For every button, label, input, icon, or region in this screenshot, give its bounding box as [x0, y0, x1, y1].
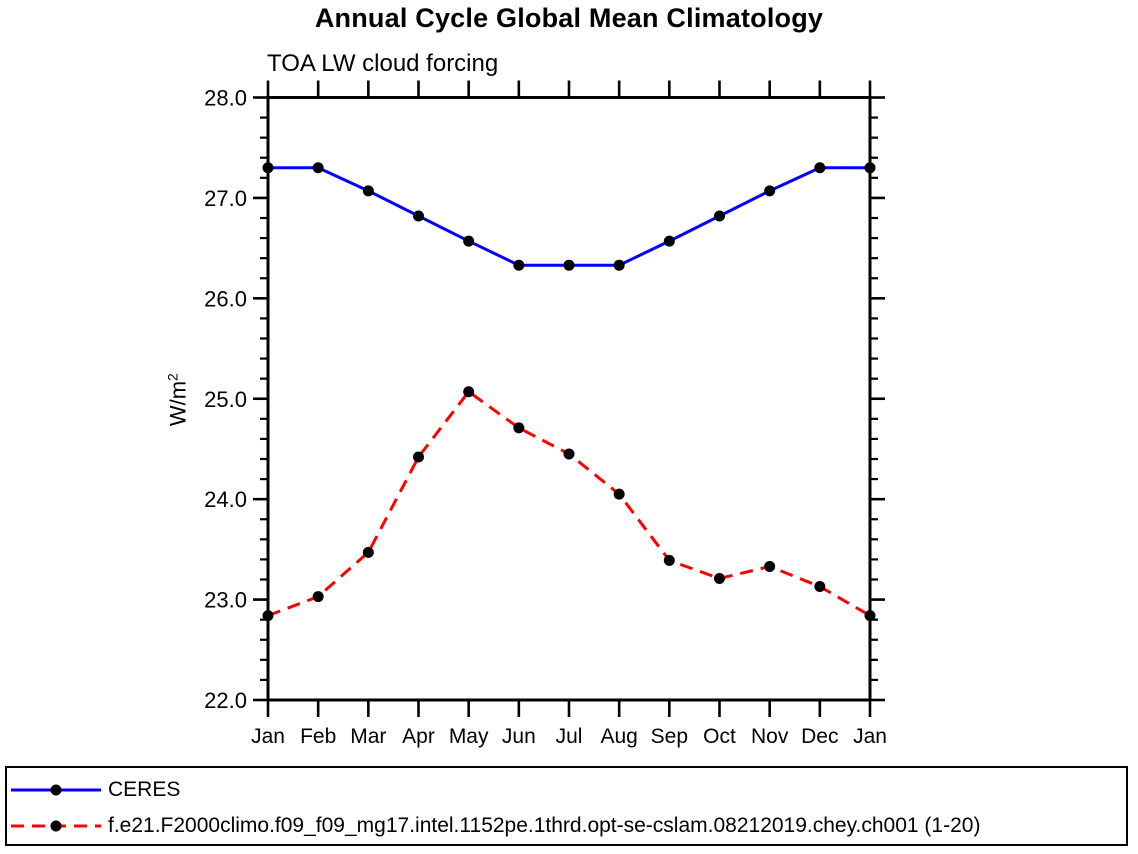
data-point-marker — [864, 162, 876, 174]
data-point-marker — [262, 162, 274, 174]
legend-item-ceres: CERES — [9, 772, 1126, 808]
legend-box: CERES f.e21.F2000climo.f09_f09_mg17.inte… — [5, 766, 1128, 846]
data-point-marker — [663, 554, 675, 566]
x-tick-label: Nov — [751, 725, 789, 748]
data-point-marker — [814, 581, 826, 593]
x-tick-label: Sep — [651, 725, 688, 748]
legend-label-model: f.e21.F2000climo.f09_f09_mg17.intel.1152… — [108, 814, 981, 837]
data-point-marker — [864, 610, 876, 622]
data-point-marker — [413, 210, 424, 222]
x-tick-label: Dec — [801, 725, 838, 748]
y-tick-label: 25.0 — [204, 387, 247, 412]
y-tick-label: 24.0 — [204, 487, 247, 512]
data-point-marker — [764, 185, 776, 197]
data-point-marker — [312, 591, 324, 603]
data-point-marker — [563, 448, 575, 460]
data-point-marker — [362, 185, 374, 197]
y-tick-label: 28.0 — [204, 86, 247, 111]
x-tick-label: Jan — [251, 725, 285, 748]
data-point-marker — [714, 572, 725, 584]
x-tick-label: Jan — [853, 725, 887, 748]
data-point-marker — [463, 386, 475, 398]
chart-subtitle: TOA LW cloud forcing — [267, 50, 499, 77]
x-tick-label: Mar — [350, 725, 386, 748]
x-tick-label: Aug — [600, 725, 637, 748]
x-tick-label: Oct — [703, 725, 736, 748]
data-point-marker — [312, 162, 324, 174]
ceres-line-swatch — [11, 784, 101, 796]
data-point-marker — [563, 259, 575, 271]
data-point-marker — [413, 451, 424, 463]
data-point-marker — [262, 610, 274, 622]
data-point-marker — [814, 162, 826, 174]
x-tick-label: Jul — [556, 725, 583, 748]
x-tick-label: Jun — [502, 725, 536, 748]
data-point-marker — [764, 560, 776, 572]
data-point-marker — [513, 422, 525, 434]
data-point-marker — [362, 546, 374, 558]
legend-swatch-marker — [50, 820, 62, 832]
data-point-marker — [663, 235, 675, 247]
x-tick-label: Feb — [300, 725, 336, 748]
y-tick-label: 23.0 — [204, 588, 247, 613]
model-line-swatch — [11, 820, 101, 832]
data-point-marker — [613, 259, 625, 271]
legend-label-ceres: CERES — [108, 778, 181, 801]
ceres-line — [268, 166, 870, 267]
data-point-marker — [613, 488, 625, 500]
data-point-marker — [714, 210, 725, 222]
x-tick-label: Apr — [402, 725, 435, 748]
x-tick-label: May — [449, 725, 489, 748]
y-tick-label: 26.0 — [204, 286, 247, 311]
model-line — [267, 389, 871, 618]
chart-title: Annual Cycle Global Mean Climatology — [314, 3, 824, 33]
plot-area: 22.0 23.0 24.0 25.0 26.0 27.0 28.0 Jan Feb Mar Apr… — [204, 80, 887, 748]
data-point-marker — [513, 259, 525, 271]
legend-swatch-marker — [50, 784, 62, 796]
y-tick-label: 27.0 — [204, 186, 247, 211]
legend-item-model: f.e21.F2000climo.f09_f09_mg17.intel.1152… — [9, 808, 1126, 844]
y-tick-label: 22.0 — [204, 688, 247, 713]
data-point-marker — [463, 235, 475, 247]
